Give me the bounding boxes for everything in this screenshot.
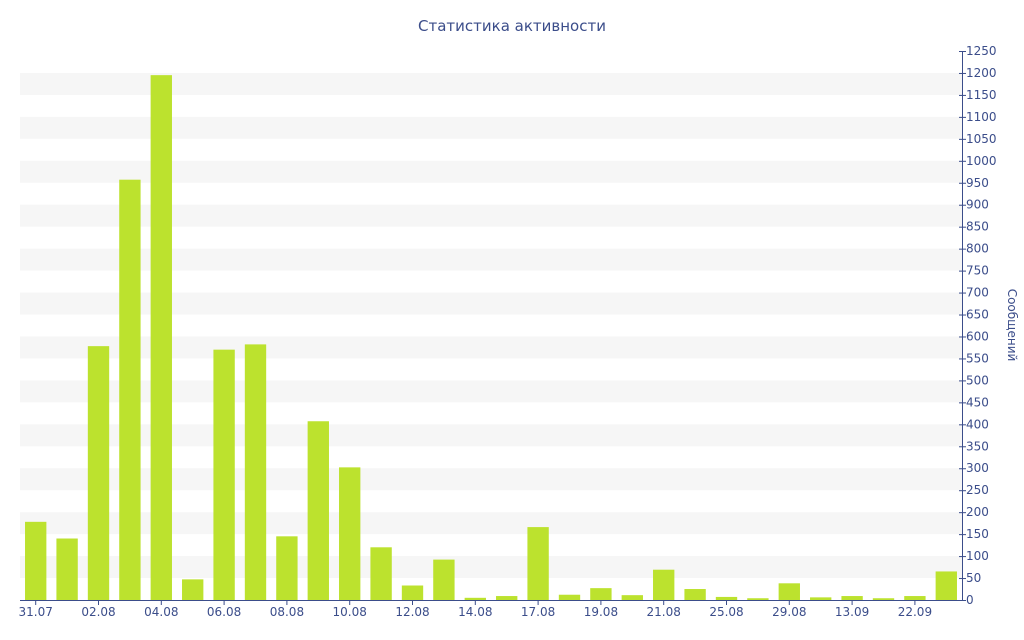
x-tick-label: 21.08	[647, 605, 681, 619]
y-tick-label: 750	[966, 264, 989, 278]
bar-16.08	[496, 596, 518, 600]
y-tick-label: 1250	[966, 44, 997, 58]
y-tick-label: 1050	[966, 132, 997, 146]
bar-07.08	[244, 344, 267, 600]
y-tick-label: 1200	[966, 66, 997, 80]
y-axis-label: Сообщений	[1005, 289, 1019, 362]
bar-08.08	[276, 536, 298, 600]
bar-14.08	[464, 597, 486, 600]
y-tick-label: 850	[966, 220, 989, 234]
bar-11.08	[370, 547, 392, 600]
bar-25.08	[715, 596, 738, 600]
grid-band	[20, 248, 962, 271]
bar-03.09	[810, 597, 832, 600]
x-tick-label: 12.08	[395, 605, 429, 619]
bar-13.09	[841, 596, 863, 600]
bar-18.08	[558, 594, 581, 600]
x-tick-label: 08.08	[270, 605, 304, 619]
bar-04.08	[150, 75, 172, 600]
bar-13.08	[433, 559, 455, 600]
grid-band	[20, 72, 962, 95]
grid-band	[20, 292, 962, 315]
x-tick-label: 25.08	[709, 605, 743, 619]
chart-title: Статистика активности	[418, 17, 606, 35]
x-tick-label: 10.08	[333, 605, 367, 619]
bar-05.08	[182, 579, 204, 600]
y-tick-label: 800	[966, 242, 989, 256]
bar-15.09	[872, 598, 895, 600]
bar-27.08	[747, 598, 769, 600]
bar-31.07	[25, 521, 47, 600]
x-axis: 31.07 02.08 04.08 06.08 08.08 10.08 12.08 14.08…	[19, 600, 962, 619]
y-tick-label: 600	[966, 329, 989, 343]
bars	[25, 75, 957, 600]
x-tick-label: 31.07	[19, 605, 53, 619]
y-tick-label: 300	[966, 461, 989, 475]
x-tick-label: 06.08	[207, 605, 241, 619]
bar-17.08	[527, 527, 549, 600]
grid-bands	[20, 72, 962, 579]
bar-23.08	[684, 589, 706, 600]
x-tick-label: 02.08	[81, 605, 115, 619]
x-tick-label: 19.08	[584, 605, 618, 619]
y-tick-label: 1150	[966, 88, 997, 102]
bar-06.08	[213, 349, 235, 600]
grid-band	[20, 160, 962, 183]
y-tick-label: 700	[966, 286, 989, 300]
y-tick-label: 450	[966, 395, 989, 409]
bar-12.08	[401, 585, 424, 600]
y-tick-label: 0	[966, 593, 974, 607]
bar-09.08	[307, 421, 329, 600]
x-tick-label: 17.08	[521, 605, 555, 619]
grid-band	[20, 116, 962, 139]
y-tick-label: 200	[966, 505, 989, 519]
y-tick-label: 550	[966, 351, 989, 365]
y-tick-label: 150	[966, 527, 989, 541]
bar-21.08	[653, 569, 675, 600]
y-tick-label: 1100	[966, 110, 997, 124]
x-tick-label: 29.08	[772, 605, 806, 619]
bar-03.08	[119, 179, 141, 600]
bar-29.08	[778, 583, 800, 600]
grid-band	[20, 204, 962, 227]
y-tick-label: 100	[966, 549, 989, 563]
x-tick-label: 13.09	[835, 605, 869, 619]
y-tick-label: 250	[966, 483, 989, 497]
y-tick-label: 950	[966, 176, 989, 190]
bar-22.09	[904, 596, 926, 600]
y-tick-label: 50	[966, 571, 981, 585]
bar-02.08	[87, 346, 110, 600]
y-tick-label: 500	[966, 373, 989, 387]
bar-19.08	[590, 588, 612, 600]
bar-01.08	[56, 538, 78, 600]
y-tick-label: 1000	[966, 154, 997, 168]
bar-27.09	[935, 571, 957, 600]
bar-10.08	[339, 467, 361, 600]
x-tick-label: 14.08	[458, 605, 492, 619]
bar-20.08	[621, 595, 643, 600]
y-tick-label: 650	[966, 308, 989, 322]
y-axis: 0 50 100 150 200 250 300 350 400 450 500 550 600 650 7…	[959, 44, 997, 607]
y-tick-label: 400	[966, 417, 989, 431]
x-tick-label: 04.08	[144, 605, 178, 619]
y-tick-label: 350	[966, 439, 989, 453]
x-tick-label: 22.09	[898, 605, 932, 619]
y-tick-label: 900	[966, 198, 989, 212]
